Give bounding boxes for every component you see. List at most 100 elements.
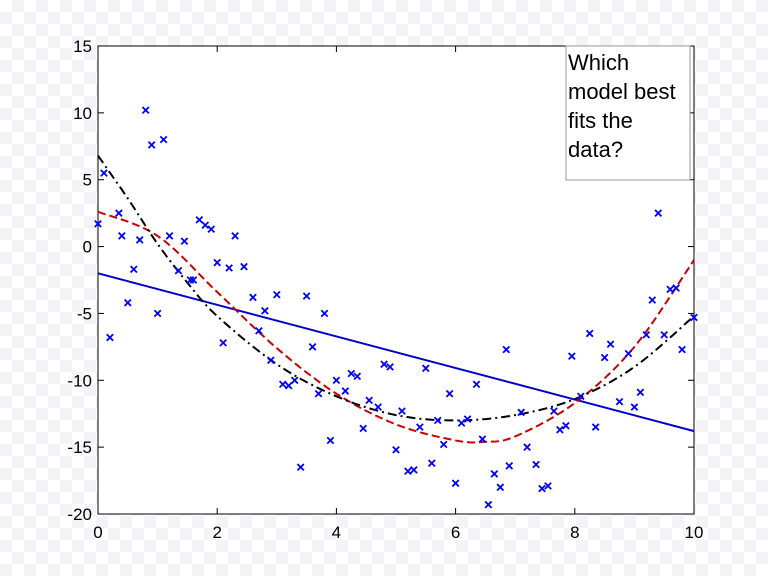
data-point (106, 333, 114, 342)
data-point (532, 460, 540, 469)
data-points (94, 106, 698, 509)
data-point (189, 276, 198, 284)
data-point (550, 407, 558, 415)
data-point (267, 356, 275, 365)
y-tick-label: 5 (83, 171, 92, 190)
data-point (296, 463, 305, 472)
data-point (213, 258, 222, 267)
y-tick-label: 15 (73, 37, 92, 56)
y-tick-label: -5 (77, 304, 92, 323)
annotation-line-2: model best (568, 79, 676, 104)
data-point (398, 407, 406, 415)
x-tick-label: 0 (93, 523, 102, 542)
data-point (478, 435, 487, 443)
data-point (380, 360, 388, 369)
data-point (290, 376, 299, 385)
data-point (562, 421, 570, 430)
data-point (556, 425, 564, 434)
data-point (123, 298, 132, 307)
data-point (180, 237, 189, 246)
x-tick-label: 4 (332, 523, 341, 542)
data-point (433, 416, 442, 425)
data-point (502, 345, 511, 354)
data-point (472, 380, 481, 389)
data-point (129, 265, 138, 274)
data-point (153, 309, 162, 318)
data-point (523, 443, 531, 451)
cubic-fit-line (97, 155, 695, 422)
data-point (147, 141, 156, 149)
data-point (320, 309, 329, 318)
data-point (606, 340, 615, 349)
y-tick-label: 10 (73, 104, 92, 123)
data-point (484, 500, 493, 509)
data-point (457, 419, 466, 427)
data-point (538, 484, 546, 493)
data-point (272, 290, 281, 299)
data-point (135, 236, 144, 244)
annotation-text: Which model best fits the data? (566, 46, 690, 180)
data-point (353, 372, 362, 381)
data-point (374, 403, 382, 411)
data-point (624, 349, 633, 358)
data-point (332, 376, 341, 385)
data-point (249, 293, 257, 302)
data-point (141, 106, 150, 115)
data-point (195, 215, 204, 224)
data-point (463, 415, 472, 423)
y-tick-label: 0 (83, 238, 92, 257)
data-point (231, 232, 239, 240)
x-tick-label: 8 (570, 523, 579, 542)
y-tick-label: -10 (67, 371, 92, 390)
data-point (392, 445, 400, 454)
data-point (496, 483, 505, 492)
data-point (207, 225, 216, 234)
data-point (386, 363, 394, 371)
data-point (225, 264, 233, 272)
data-point (505, 462, 514, 470)
data-point (427, 459, 436, 468)
annotation-line-4: data? (568, 137, 624, 162)
data-point (174, 266, 183, 275)
data-point (451, 479, 460, 488)
annotation-line-1: Which (568, 50, 630, 75)
data-point (314, 389, 323, 398)
data-point (341, 387, 350, 395)
annotation-box (565, 45, 691, 181)
data-point (219, 339, 227, 347)
data-point (690, 313, 698, 322)
y-tick-label: -20 (67, 505, 92, 524)
data-point (439, 440, 448, 449)
data-point (410, 466, 418, 474)
data-point (94, 220, 102, 228)
data-point (544, 482, 552, 490)
data-point (591, 423, 600, 431)
data-point (445, 389, 454, 398)
data-point (347, 369, 356, 378)
fit-curves (97, 155, 695, 444)
x-tick-label: 2 (212, 523, 221, 542)
data-point (284, 381, 293, 390)
data-point (615, 397, 624, 406)
data-point (642, 330, 651, 339)
data-point (359, 424, 368, 433)
data-point (326, 436, 335, 445)
data-point (654, 209, 663, 217)
data-point (490, 470, 499, 478)
data-point (630, 403, 639, 411)
data-point (421, 364, 430, 373)
data-point (648, 296, 657, 304)
x-tick-label: 10 (685, 523, 704, 542)
annotation-line-3: fits the (568, 108, 633, 133)
x-tick-label: 6 (451, 523, 460, 542)
data-point (404, 467, 412, 476)
data-point (666, 285, 674, 294)
y-tick-label: -15 (67, 438, 92, 457)
data-point (186, 276, 195, 284)
data-point (115, 209, 123, 217)
linear-fit-line (97, 272, 695, 433)
data-point (165, 232, 174, 240)
data-point (567, 352, 576, 361)
data-point (308, 343, 317, 351)
